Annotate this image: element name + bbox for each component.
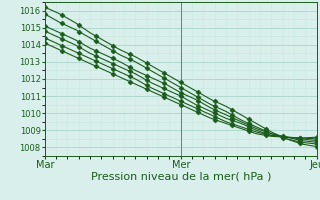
X-axis label: Pression niveau de la mer( hPa ): Pression niveau de la mer( hPa ) bbox=[91, 172, 271, 182]
